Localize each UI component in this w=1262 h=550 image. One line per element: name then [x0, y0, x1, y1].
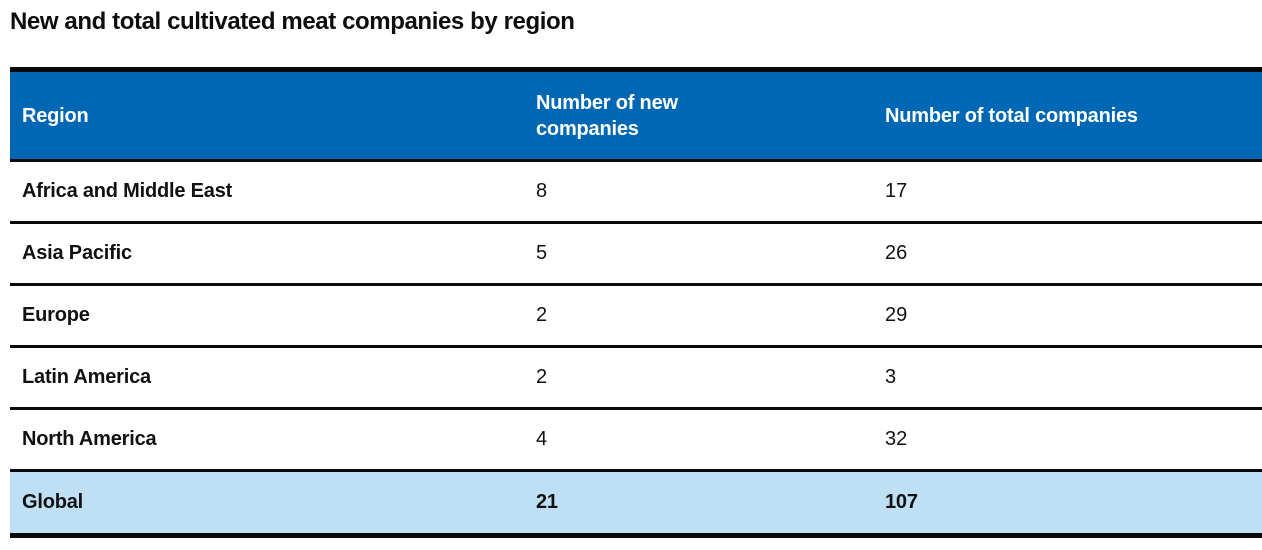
new-companies-cell: 2	[536, 366, 548, 388]
region-cell: Global	[22, 491, 84, 513]
total-companies-cell: 3	[885, 366, 897, 388]
new-companies-cell: 21	[536, 491, 558, 513]
table-row: Europe 2 29	[10, 286, 1262, 348]
table-summary-row-global: Global 21 107	[10, 472, 1262, 538]
table-row: Asia Pacific 5 26	[10, 224, 1262, 286]
region-cell: Europe	[22, 304, 90, 326]
region-cell: Africa and Middle East	[22, 180, 233, 202]
total-companies-cell: 17	[885, 180, 908, 202]
header-region: Region	[22, 104, 89, 127]
table-row: Africa and Middle East 8 17	[10, 162, 1262, 224]
header-new-companies: Number of new companies	[536, 91, 678, 140]
page-title: New and total cultivated meat companies …	[10, 8, 575, 35]
region-cell: Latin America	[22, 366, 151, 388]
table-row: North America 4 32	[10, 410, 1262, 472]
region-cell: North America	[22, 428, 157, 450]
total-companies-cell: 29	[885, 304, 908, 326]
new-companies-cell: 2	[536, 304, 548, 326]
table-header-row: Region Number of new companies Number of…	[10, 72, 1262, 162]
total-companies-cell: 32	[885, 428, 908, 450]
table-row: Latin America 2 3	[10, 348, 1262, 410]
new-companies-cell: 5	[536, 242, 548, 264]
region-cell: Asia Pacific	[22, 242, 132, 264]
total-companies-cell: 26	[885, 242, 908, 264]
new-companies-cell: 8	[536, 180, 548, 202]
new-companies-cell: 4	[536, 428, 548, 450]
header-total-companies: Number of total companies	[885, 104, 1138, 127]
total-companies-cell: 107	[885, 491, 918, 513]
companies-by-region-table: Region Number of new companies Number of…	[10, 67, 1262, 538]
